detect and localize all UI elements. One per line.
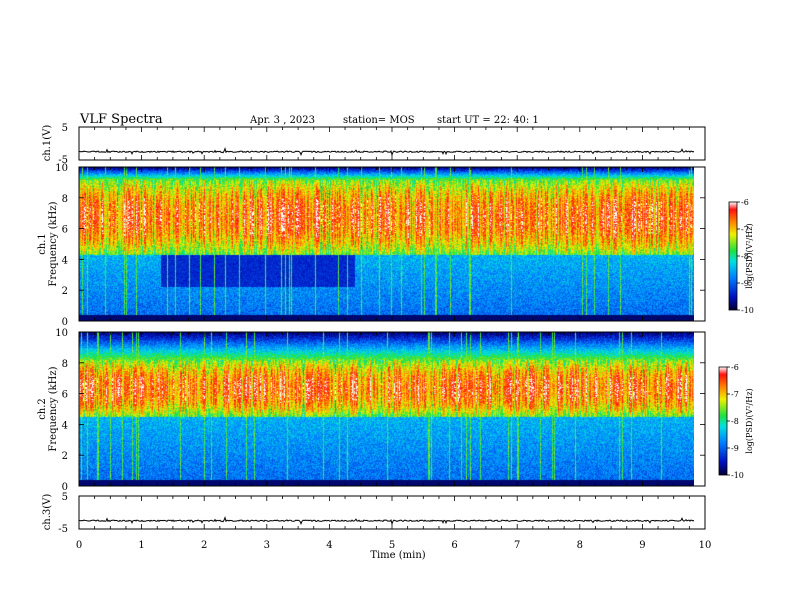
- ch1-spectrogram-ylabel-2: Frequency (kHz): [48, 201, 59, 286]
- ch3-voltage-panel: 5 -5 ch.3(V): [42, 492, 706, 535]
- colorbar-tick-label: -10: [741, 306, 754, 315]
- ch1-voltage-trace: [79, 146, 695, 157]
- y-tick-label: 8: [62, 194, 68, 205]
- y-tick-label: 6: [62, 390, 68, 401]
- y-tick-label: 10: [55, 328, 68, 339]
- ch1-ytick-bottom: -5: [58, 155, 68, 166]
- ch1-voltage-panel: 5 -5 ch.1(V): [42, 123, 706, 166]
- station-label: station= MOS: [343, 115, 415, 126]
- start-time-label: start UT = 22: 40: 1: [437, 115, 539, 126]
- colorbar-tick-label: -8: [741, 252, 749, 261]
- x-tick-label: 4: [326, 540, 332, 551]
- ch2-spectrogram-panel: 0 2 4 6 8 10 ch.2 Frequency (kHz): [37, 328, 706, 493]
- y-tick-label: 4: [62, 420, 68, 431]
- x-tick-label: 2: [201, 540, 207, 551]
- ch3-ytick-bottom: -5: [58, 524, 68, 535]
- colorbar-1-label: log(PSD)(V²/Hz): [745, 223, 754, 288]
- colorbar-tick-label: -9: [741, 279, 749, 288]
- ch2-spectrogram-ylabel-1: ch.2: [37, 398, 48, 420]
- ch3-voltage-trace: [79, 515, 695, 526]
- x-axis-ticks: 0 1 2 3 4 5 6 7 8 9 10: [76, 127, 712, 551]
- x-tick-label: 7: [514, 540, 520, 551]
- ch2-spectrogram-image: [79, 332, 694, 486]
- y-tick-label: 10: [55, 163, 68, 174]
- x-tick-label: 1: [138, 540, 144, 551]
- x-tick-label: 3: [264, 540, 270, 551]
- x-axis-label: Time (min): [370, 550, 425, 561]
- x-tick-label: 9: [639, 540, 645, 551]
- colorbar-1: -6 -7 -8 -9 -10 log(PSD)(V²/Hz): [728, 198, 754, 315]
- voltage-line: [79, 146, 695, 157]
- x-tick-label: 10: [699, 540, 712, 551]
- colorbar-tick-label: -6: [741, 198, 749, 207]
- y-tick-label: 2: [62, 286, 68, 297]
- y-tick-label: 0: [62, 317, 68, 328]
- y-tick-label: 8: [62, 359, 68, 370]
- colorbar-2-label: log(PSD)(V²/Hz): [745, 388, 754, 453]
- x-tick-label: 0: [76, 540, 82, 551]
- y-tick-label: 2: [62, 451, 68, 462]
- colorbar-tick-label: -9: [731, 444, 739, 453]
- colorbar-tick-label: -6: [731, 363, 739, 372]
- voltage-line: [79, 515, 695, 526]
- x-tick-label: 8: [577, 540, 583, 551]
- ch1-ytick-top: 5: [62, 123, 68, 134]
- colorbar-tick-label: -7: [741, 225, 749, 234]
- ch1-voltage-ylabel: ch.1(V): [42, 125, 53, 162]
- colorbar-2: -6 -7 -8 -9 -10 log(PSD)(V²/Hz): [718, 363, 754, 480]
- date-label: Apr. 3 , 2023: [249, 115, 315, 126]
- ch3-voltage-ylabel: ch.3(V): [42, 494, 53, 531]
- colorbar-tick-label: -7: [731, 390, 739, 399]
- ch1-spectrogram-image: [79, 167, 694, 321]
- ch2-spectrogram-ylabel-2: Frequency (kHz): [48, 366, 59, 451]
- colorbar-tick-label: -8: [731, 417, 739, 426]
- chart-title: VLF Spectra: [79, 112, 163, 127]
- x-tick-label: 5: [389, 540, 395, 551]
- ch1-spectrogram-panel: 0 2 4 6 8 10 ch.1 Frequency (kHz): [37, 163, 706, 328]
- y-tick-label: 6: [62, 225, 68, 236]
- colorbar-tick-label: -10: [731, 471, 744, 480]
- y-tick-label: 0: [62, 482, 68, 493]
- x-tick-label: 6: [451, 540, 457, 551]
- ch1-spectrogram-ylabel-1: ch.1: [37, 233, 48, 255]
- y-tick-label: 4: [62, 255, 68, 266]
- ch3-ytick-top: 5: [62, 492, 68, 503]
